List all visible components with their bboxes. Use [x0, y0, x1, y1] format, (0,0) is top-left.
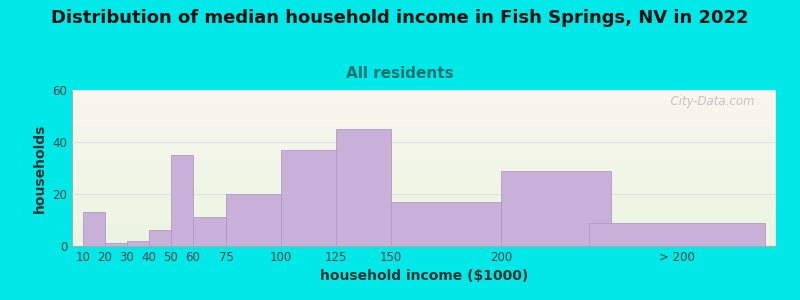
- X-axis label: household income ($1000): household income ($1000): [320, 269, 528, 284]
- Bar: [72, 134, 776, 137]
- Bar: [72, 230, 776, 233]
- Bar: [72, 137, 776, 140]
- Bar: [72, 124, 776, 127]
- Bar: [72, 90, 776, 93]
- Bar: [72, 106, 776, 109]
- Bar: [502, 171, 610, 246]
- Bar: [336, 129, 391, 246]
- Bar: [72, 130, 776, 134]
- Bar: [193, 218, 226, 246]
- Bar: [72, 187, 776, 190]
- Bar: [72, 149, 776, 152]
- Bar: [72, 218, 776, 221]
- Bar: [72, 224, 776, 227]
- Bar: [72, 109, 776, 112]
- Bar: [72, 212, 776, 215]
- Bar: [72, 162, 776, 165]
- Bar: [72, 155, 776, 159]
- Bar: [72, 215, 776, 218]
- Bar: [72, 159, 776, 162]
- Text: All residents: All residents: [346, 66, 454, 81]
- Bar: [72, 237, 776, 240]
- Bar: [127, 241, 149, 246]
- Bar: [83, 212, 105, 246]
- Bar: [72, 93, 776, 96]
- Bar: [72, 128, 776, 130]
- Bar: [72, 171, 776, 174]
- Bar: [105, 243, 127, 246]
- Bar: [72, 118, 776, 121]
- Bar: [72, 165, 776, 168]
- Bar: [72, 208, 776, 212]
- Bar: [226, 194, 281, 246]
- Bar: [72, 146, 776, 149]
- Bar: [171, 155, 193, 246]
- Bar: [72, 121, 776, 124]
- Bar: [72, 143, 776, 146]
- Bar: [72, 199, 776, 202]
- Bar: [72, 112, 776, 115]
- Bar: [72, 193, 776, 196]
- Bar: [72, 177, 776, 181]
- Y-axis label: households: households: [33, 123, 46, 213]
- Bar: [72, 103, 776, 106]
- Bar: [72, 115, 776, 118]
- Bar: [72, 190, 776, 193]
- Bar: [72, 233, 776, 237]
- Bar: [281, 150, 336, 246]
- Bar: [72, 168, 776, 171]
- Text: City-Data.com: City-Data.com: [663, 95, 755, 108]
- Bar: [72, 227, 776, 230]
- Bar: [72, 240, 776, 243]
- Bar: [72, 196, 776, 199]
- Bar: [72, 221, 776, 224]
- Bar: [72, 96, 776, 99]
- Bar: [391, 202, 501, 246]
- Bar: [72, 99, 776, 103]
- Text: Distribution of median household income in Fish Springs, NV in 2022: Distribution of median household income …: [51, 9, 749, 27]
- Bar: [149, 230, 171, 246]
- Bar: [72, 174, 776, 177]
- Bar: [72, 152, 776, 155]
- Bar: [72, 181, 776, 184]
- Bar: [72, 202, 776, 206]
- Bar: [590, 223, 765, 246]
- Bar: [72, 206, 776, 208]
- Bar: [72, 243, 776, 246]
- Bar: [72, 140, 776, 143]
- Bar: [72, 184, 776, 187]
